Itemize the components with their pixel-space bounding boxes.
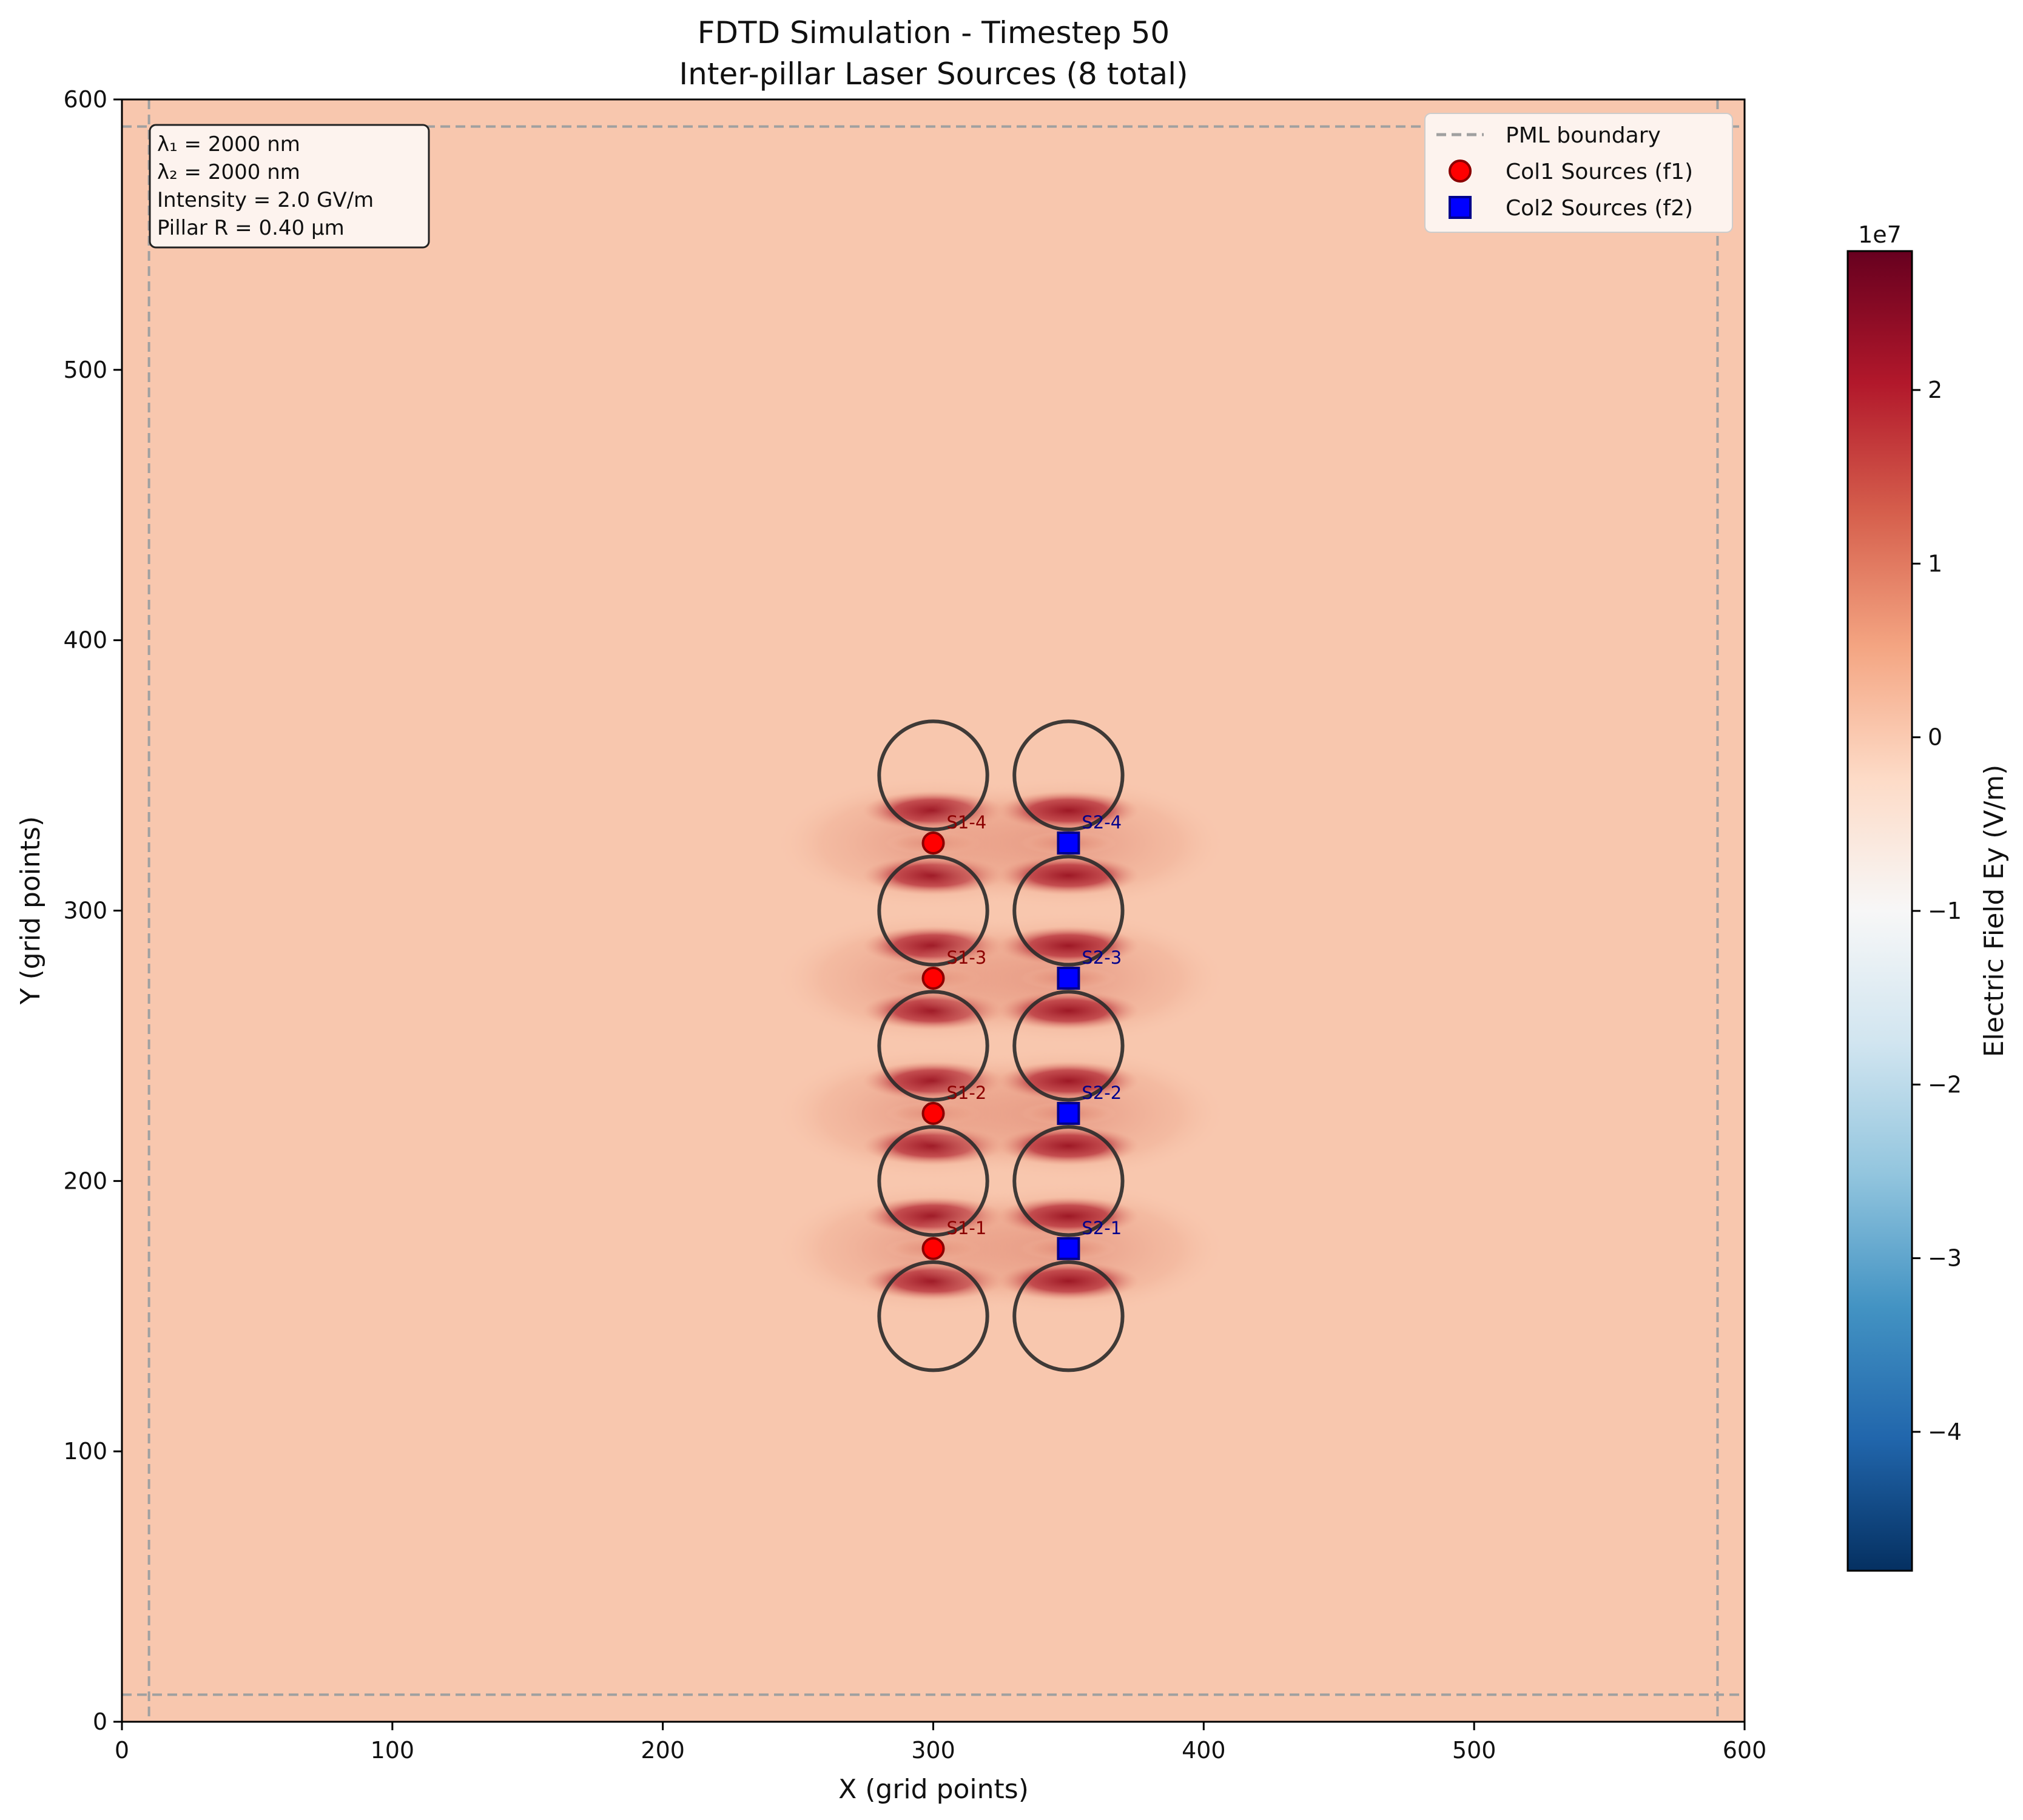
source-marker-col2 bbox=[1057, 966, 1080, 990]
colorbar-ticks: −4 −3 −2 −1 0 1 2 bbox=[1912, 377, 1962, 1445]
field-lobe bbox=[998, 1197, 1139, 1236]
colorbar-tick-label: −4 bbox=[1928, 1419, 1962, 1445]
info-line-intensity: Intensity = 2.0 GV/m bbox=[157, 188, 374, 212]
source-marker-col1 bbox=[921, 1101, 945, 1125]
legend-col1-marker bbox=[1449, 160, 1472, 183]
pillar-circle bbox=[1012, 1260, 1125, 1372]
x-tick-label: 600 bbox=[1723, 1737, 1767, 1764]
pillar-circle bbox=[877, 719, 989, 831]
source-marker-col2 bbox=[1057, 831, 1080, 855]
colorbar-tick-label: −3 bbox=[1928, 1245, 1962, 1272]
source-marker-col1 bbox=[921, 966, 945, 990]
source-label: S2-2 bbox=[1082, 1083, 1122, 1103]
y-tick-label: 200 bbox=[63, 1167, 107, 1194]
colorbar-tick-label: 1 bbox=[1928, 550, 1942, 577]
source-marker-col1 bbox=[921, 831, 945, 855]
field-lobe bbox=[998, 1261, 1139, 1301]
x-tick-label: 0 bbox=[115, 1737, 129, 1764]
info-line-lambda2: λ₂ = 2000 nm bbox=[157, 160, 300, 184]
field-lobe bbox=[998, 926, 1139, 965]
legend-frame bbox=[1424, 113, 1733, 233]
x-tick-label: 500 bbox=[1452, 1737, 1496, 1764]
x-tick-label: 400 bbox=[1182, 1737, 1226, 1764]
pillar-circle bbox=[1012, 1125, 1125, 1237]
colorbar-gradient bbox=[1846, 250, 1913, 1572]
x-tick-label: 100 bbox=[371, 1737, 415, 1764]
y-tick-label: 500 bbox=[63, 357, 107, 383]
source-label: S2-3 bbox=[1082, 947, 1122, 968]
y-tick-label: 300 bbox=[63, 898, 107, 924]
legend-col2-marker bbox=[1449, 196, 1472, 219]
field-lobe bbox=[998, 791, 1139, 830]
colorbar-label: Electric Field Ey (V/m) bbox=[1979, 765, 2010, 1058]
field-background bbox=[122, 99, 1745, 1722]
source-label: S2-1 bbox=[1082, 1218, 1122, 1238]
field-lobe bbox=[998, 1126, 1139, 1166]
y-tick-label: 100 bbox=[63, 1438, 107, 1465]
info-box: λ₁ = 2000 nm λ₂ = 2000 nm Intensity = 2.… bbox=[149, 124, 430, 249]
source-marker-col1 bbox=[921, 1237, 945, 1260]
source-label: S1-3 bbox=[947, 947, 987, 968]
pillar-circle bbox=[1012, 719, 1125, 831]
pillar-circle bbox=[877, 1125, 989, 1237]
colorbar-tick-label: 0 bbox=[1928, 724, 1942, 751]
y-axis-label: Y (grid points) bbox=[15, 816, 46, 1006]
legend: PML boundary Col1 Sources (f1) Col2 Sour… bbox=[1424, 113, 1733, 233]
info-box-frame bbox=[149, 124, 430, 249]
field-lobe bbox=[998, 991, 1139, 1030]
colorbar: −4 −3 −2 −1 0 1 2 1e7 Electric Field Ey (V/m) bbox=[1846, 221, 2010, 1572]
field-lobe bbox=[998, 1061, 1139, 1101]
axis-ticks: 0 100 200 300 400 500 600 0 100 200 300 400 500 600 bbox=[63, 86, 1766, 1764]
chart-title: FDTD Simulation - Timestep 50 bbox=[698, 15, 1170, 50]
chart-subtitle: Inter-pillar Laser Sources (8 total) bbox=[679, 56, 1188, 92]
field-lobe bbox=[998, 856, 1139, 895]
colorbar-tick-label: −1 bbox=[1928, 898, 1962, 924]
x-axis-label: X (grid points) bbox=[838, 1774, 1029, 1805]
x-tick-label: 200 bbox=[641, 1737, 685, 1764]
legend-col1-label: Col1 Sources (f1) bbox=[1506, 160, 1693, 184]
info-line-radius: Pillar R = 0.40 µm bbox=[157, 216, 345, 240]
source-label: S1-4 bbox=[947, 812, 987, 833]
x-tick-label: 300 bbox=[911, 1737, 955, 1764]
y-tick-label: 0 bbox=[93, 1708, 107, 1735]
colorbar-tick-label: 2 bbox=[1928, 377, 1942, 403]
info-line-lambda1: λ₁ = 2000 nm bbox=[157, 132, 300, 156]
y-tick-label: 400 bbox=[63, 627, 107, 654]
pillar-circle bbox=[877, 1260, 989, 1372]
source-label: S1-2 bbox=[947, 1083, 987, 1103]
source-marker-col2 bbox=[1057, 1101, 1080, 1125]
pillar-circle bbox=[877, 990, 989, 1102]
colorbar-exponent: 1e7 bbox=[1858, 221, 1902, 248]
source-label: S1-1 bbox=[947, 1218, 987, 1238]
source-marker-col2 bbox=[1057, 1237, 1080, 1260]
pillar-circle bbox=[1012, 855, 1125, 967]
source-layer: S1-1 S1-2 S1-3 S1-4 S2-1 S2-2 S2-3 S2-4 bbox=[921, 812, 1122, 1260]
pillar-circle bbox=[1012, 990, 1125, 1102]
legend-pml-label: PML boundary bbox=[1506, 123, 1661, 148]
pillar-circle bbox=[877, 855, 989, 967]
pillar-layer bbox=[877, 719, 1125, 1372]
source-label: S2-4 bbox=[1082, 812, 1122, 833]
y-tick-label: 600 bbox=[63, 86, 107, 113]
legend-col2-label: Col2 Sources (f2) bbox=[1506, 196, 1693, 221]
colorbar-tick-label: −2 bbox=[1928, 1071, 1962, 1098]
